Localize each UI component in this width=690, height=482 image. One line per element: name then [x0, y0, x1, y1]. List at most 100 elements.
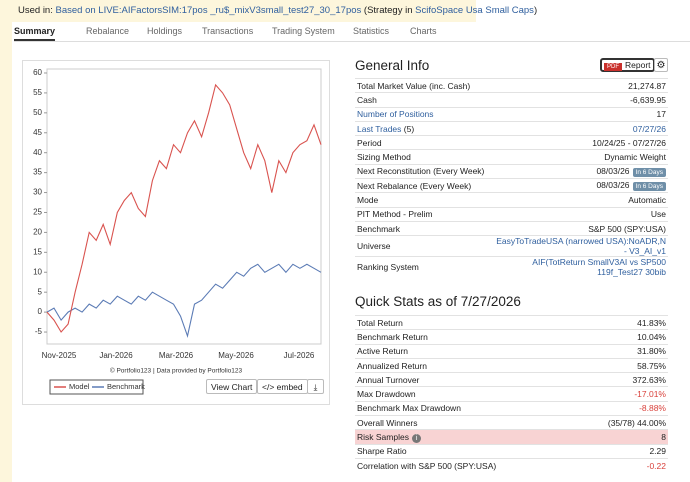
- value-cell: 2.29: [573, 443, 668, 459]
- row: Total Return 41.83%: [355, 314, 668, 330]
- strategy-link[interactable]: Based on LIVE:AIFactorsSIM:17pos _ru$_mi…: [55, 5, 362, 16]
- tab[interactable]: Transactions: [202, 26, 254, 36]
- value-cell: S&P 500 (SPY:USA): [494, 220, 668, 236]
- row: PIT Method - Prelim Use: [355, 206, 668, 222]
- label: Risk Samples: [357, 431, 409, 442]
- row: Number of Positions 17: [355, 106, 668, 122]
- y-tick-label: -5: [35, 327, 43, 336]
- download-button[interactable]: ⤓: [307, 379, 324, 394]
- value-cell: 8: [573, 429, 668, 445]
- value-cell: 58.75%: [573, 357, 668, 373]
- tab[interactable]: Charts: [410, 26, 437, 36]
- y-tick-label: 30: [33, 188, 42, 197]
- view-chart-button[interactable]: View Chart: [206, 379, 258, 394]
- row: Overall Winners (35/78) 44.00%: [355, 415, 668, 430]
- used-in-banner: Used in: Based on LIVE:AIFactorsSIM:17po…: [0, 0, 537, 22]
- value: -0.22: [646, 460, 666, 471]
- label: Universe: [357, 241, 391, 252]
- label[interactable]: Number of Positions: [357, 109, 434, 120]
- value-cell: -0.22: [573, 457, 668, 473]
- x-tick-label: May-2026: [218, 351, 254, 360]
- label-cell: Benchmark: [355, 220, 495, 236]
- section-title: General Info: [355, 58, 430, 73]
- y-tick-label: 5: [38, 287, 43, 296]
- text: (Strategy in: [363, 5, 413, 16]
- y-tick-label: 55: [33, 88, 42, 97]
- row: Active Return 31.80%: [355, 343, 668, 359]
- label-cell: Annual Turnover: [355, 372, 574, 387]
- label: Next Reconstitution (Every Week): [357, 166, 485, 177]
- label: Next Rebalance (Every Week): [357, 180, 472, 191]
- label: Total Market Value (inc. Cash): [357, 80, 471, 91]
- tab-bar: Summary Rebalance Holdings Transactions Trad…: [14, 22, 690, 42]
- tab[interactable]: Trading System: [272, 26, 335, 36]
- tab[interactable]: Summary: [14, 26, 56, 41]
- row: Cash -6,639.95: [355, 92, 668, 108]
- value: 58.75%: [637, 360, 666, 371]
- info-icon[interactable]: i: [411, 433, 421, 443]
- label: Benchmark Return: [357, 331, 428, 342]
- value-cell: 31.80%: [573, 343, 668, 359]
- plot-area: [46, 68, 322, 345]
- x-tick-label: Jul-2026: [284, 351, 315, 360]
- value: 17: [656, 109, 666, 120]
- row: Sharpe Ratio 2.29: [355, 443, 668, 459]
- value-cell: 21,274.87: [494, 77, 668, 93]
- value: 10.04%: [637, 331, 666, 342]
- y-tick-label: 40: [33, 148, 42, 157]
- general-info: General Info PDF Report ⚙ Total Market Va…: [355, 58, 668, 278]
- tab[interactable]: Rebalance: [86, 26, 130, 36]
- pdf-report-button[interactable]: PDF Report: [600, 58, 655, 72]
- value-cell: 08/03/26 In 6 Days: [494, 163, 668, 179]
- row: Universe EasyToTradeUSA (narrowed USA):No…: [355, 235, 668, 257]
- series-line: [46, 83, 322, 333]
- value: -8.88%: [639, 403, 666, 414]
- settings-button[interactable]: ⚙: [654, 58, 668, 72]
- tab[interactable]: Statistics: [353, 26, 390, 36]
- info-table: Total Market Value (inc. Cash) 21,274.87 C…: [355, 77, 668, 278]
- label: Total Return: [357, 317, 403, 328]
- value-cell: 10/24/25 - 07/27/26: [494, 135, 668, 150]
- value[interactable]: AIF(TotReturn SmallV3AI vs SP500 119f_Te…: [532, 257, 666, 278]
- label-cell: Active Return: [355, 343, 574, 359]
- value-cell: -8.88%: [573, 400, 668, 416]
- label: Used in:: [18, 5, 53, 16]
- value: 08/03/26: [596, 165, 630, 176]
- label-cell: Next Reconstitution (Every Week): [355, 163, 495, 179]
- label-cell: Benchmark Max Drawdown: [355, 400, 574, 416]
- pdf-icon: PDF: [604, 63, 622, 71]
- badge: In 6 Days: [632, 182, 666, 192]
- value[interactable]: 07/27/26: [632, 123, 666, 134]
- label: Max Drawdown: [357, 389, 416, 400]
- x-tick-label: Mar-2026: [159, 351, 194, 360]
- label-cell: Sharpe Ratio: [355, 443, 574, 459]
- label: Benchmark Max Drawdown: [357, 403, 461, 414]
- value-cell: 08/03/26 In 6 Days: [494, 178, 668, 193]
- value-cell: 17: [494, 106, 668, 122]
- label: Overall Winners: [357, 417, 418, 428]
- embed-button[interactable]: </> embed: [257, 379, 308, 394]
- quick-stats: Quick Stats as of 7/27/2026 Total Return…: [355, 294, 668, 473]
- label[interactable]: Last Trades: [357, 123, 402, 134]
- value: Automatic: [628, 195, 666, 206]
- value: -6,639.95: [630, 94, 666, 105]
- y-tick-label: 15: [33, 247, 42, 256]
- value-cell: 10.04%: [573, 329, 668, 345]
- row: Max Drawdown -17.01%: [355, 386, 668, 402]
- row: Benchmark Max Drawdown -8.88%: [355, 400, 668, 416]
- strategy-name-link[interactable]: ScifoSpace Usa Small Caps: [415, 5, 534, 16]
- label: Sizing Method: [357, 152, 411, 163]
- row: Total Market Value (inc. Cash) 21,274.87: [355, 77, 668, 93]
- value-cell: Dynamic Weight: [494, 149, 668, 165]
- value-cell: (35/78) 44.00%: [573, 415, 668, 430]
- tab[interactable]: Holdings: [147, 26, 183, 36]
- row: Correlation with S&P 500 (SPY:USA) -0.22: [355, 457, 668, 473]
- value[interactable]: EasyToTradeUSA (narrowed USA):NoADR,N - …: [496, 236, 666, 257]
- label: Annual Turnover: [357, 374, 420, 385]
- label-cell: Mode: [355, 192, 495, 208]
- value: S&P 500 (SPY:USA): [588, 223, 666, 234]
- value: 8: [661, 432, 666, 443]
- value: 31.80%: [637, 346, 666, 357]
- text: ): [533, 5, 538, 16]
